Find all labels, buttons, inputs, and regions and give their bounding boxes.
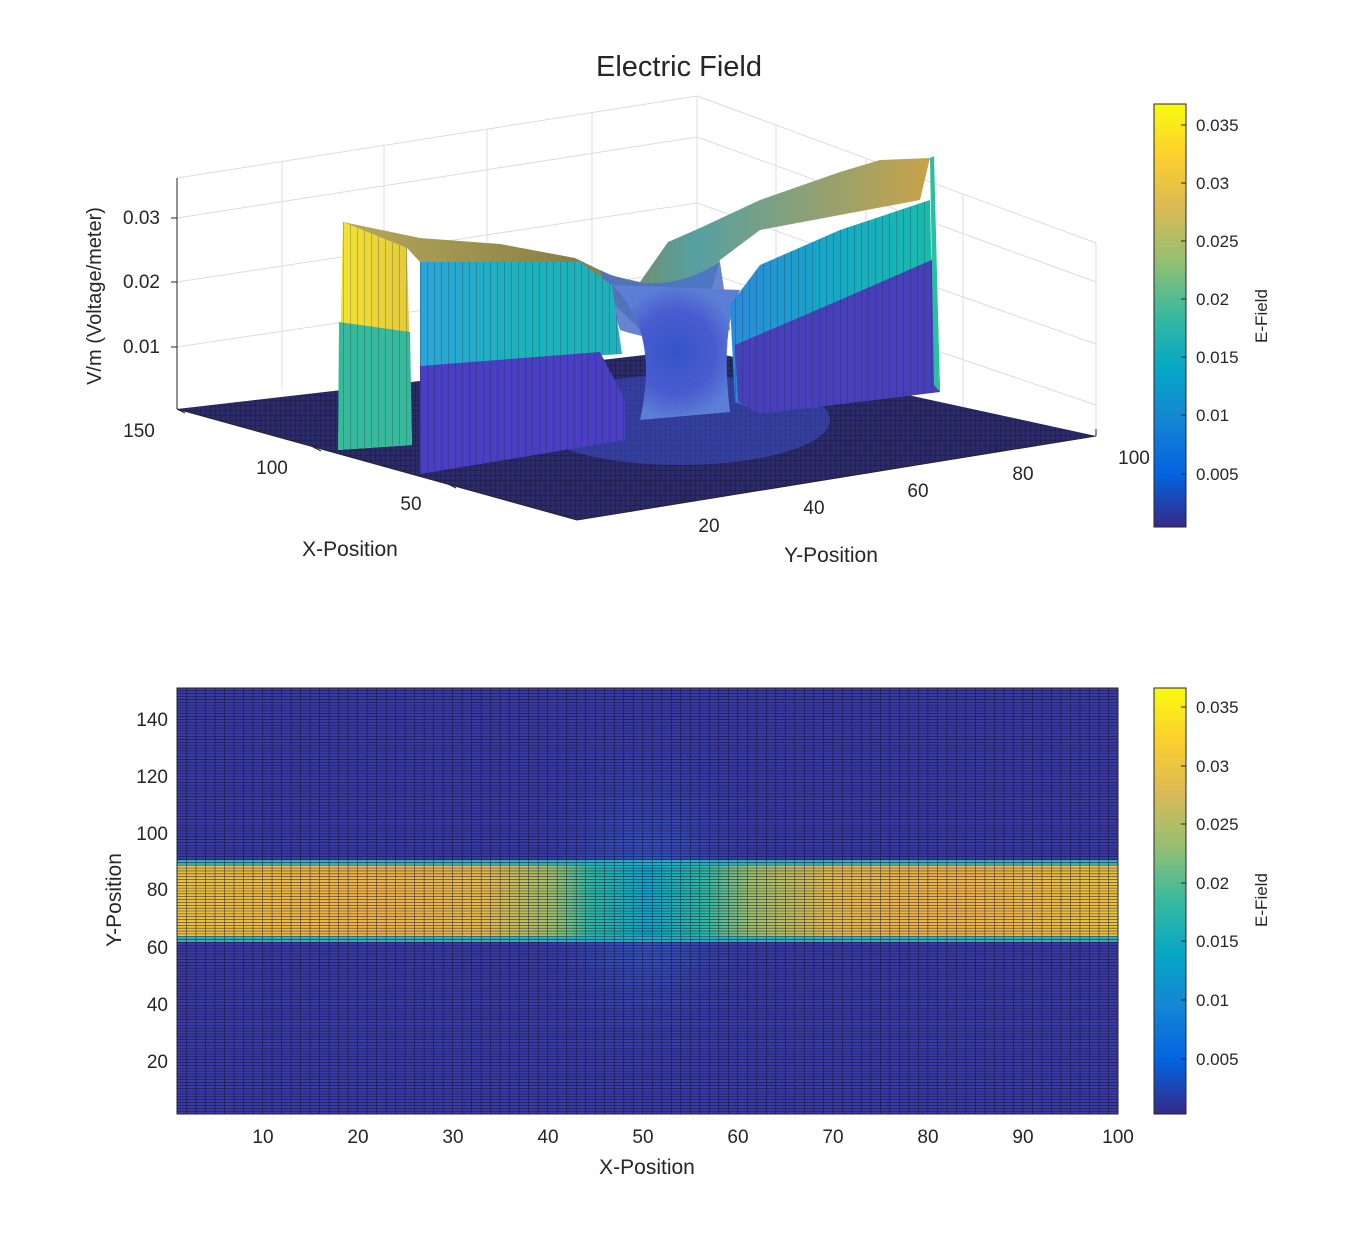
- colorbar-tick-label: 0.015: [1196, 348, 1239, 367]
- heatmap-x-axis-label: X-Position: [599, 1156, 695, 1179]
- y-tick-label: 100: [136, 824, 168, 845]
- surface-plot: 0.03 0.02 0.01 150 100 50 20 40 60 80 10…: [84, 95, 1271, 567]
- colorbar-tick-label: 0.02: [1196, 874, 1229, 893]
- colorbar-tick-label: 0.03: [1196, 757, 1229, 776]
- x-tick-label: 20: [347, 1127, 368, 1148]
- x-tick-label: 60: [727, 1127, 748, 1148]
- x-tick-label: 30: [442, 1127, 463, 1148]
- y-tick-label: 20: [147, 1052, 168, 1073]
- colorbar-top-label: E-Field: [1252, 289, 1271, 343]
- y-tick-label: 140: [136, 710, 168, 731]
- figure-title: Electric Field: [596, 51, 762, 83]
- x-tick-label: 50: [632, 1127, 653, 1148]
- x-tick-label-3d: 150: [123, 421, 155, 442]
- heatmap-frame: [176, 687, 1119, 1115]
- colorbar-tick-label: 0.005: [1196, 1050, 1239, 1069]
- y-tick-label-3d: 20: [698, 516, 719, 537]
- z-axis-label: V/m (Voltage/meter): [84, 207, 106, 385]
- x-axis-label-3d: X-Position: [302, 538, 398, 561]
- colorbar-tick-label: 0.01: [1196, 406, 1229, 425]
- colorbar-bottom-gradient: [1153, 687, 1187, 1115]
- z-tick-label: 0.02: [123, 272, 160, 293]
- surface-top: [343, 158, 930, 330]
- colorbar-bottom-label: E-Field: [1252, 873, 1271, 927]
- heatmap-plot: 140 120 100 80 60 40 20 10 20 30 40 50 6…: [103, 687, 1271, 1179]
- x-tick-label: 10: [252, 1127, 273, 1148]
- heatmap-y-axis-label: Y-Position: [103, 853, 126, 947]
- z-axis-ticks: 0.03 0.02 0.01: [123, 208, 177, 358]
- heatmap-x-ticks: 10 20 30 40 50 60 70 80 90 100: [252, 1127, 1133, 1148]
- y-tick-label-3d: 80: [1012, 464, 1033, 485]
- colorbar-tick-label: 0.025: [1196, 815, 1239, 834]
- heatmap-band: [177, 860, 1118, 942]
- heatmap-mesh: [177, 688, 1118, 1114]
- x-tick-label: 90: [1012, 1127, 1033, 1148]
- y-tick-label-3d: 40: [803, 498, 824, 519]
- x-axis-ticks-3d: 150 100 50: [123, 408, 457, 515]
- x-tick-label: 40: [537, 1127, 558, 1148]
- y-tick-label-3d: 60: [907, 481, 928, 502]
- colorbar-bottom-ticks: 0.005 0.01 0.015 0.02 0.025 0.03 0.035: [1181, 698, 1239, 1069]
- colorbar-top: 0.005 0.01 0.015 0.02 0.025 0.03 0.035 E…: [1153, 103, 1271, 528]
- colorbar-top-ticks: 0.005 0.01 0.015 0.02 0.025 0.03 0.035: [1181, 116, 1239, 484]
- heatmap-y-ticks: 140 120 100 80 60 40 20: [136, 710, 168, 1073]
- surface-funnel: [612, 285, 740, 420]
- colorbar-bottom: 0.005 0.01 0.015 0.02 0.025 0.03 0.035 E…: [1153, 687, 1271, 1115]
- x-tick-label: 70: [822, 1127, 843, 1148]
- y-tick-label: 120: [136, 767, 168, 788]
- axis-lines-3d: [176, 178, 1097, 521]
- colorbar-tick-label: 0.025: [1196, 232, 1239, 251]
- y-axis-ticks-3d: 20 40 60 80 100: [682, 429, 1150, 537]
- x-tick-label: 100: [1102, 1127, 1134, 1148]
- colorbar-tick-label: 0.03: [1196, 174, 1229, 193]
- colorbar-top-gradient: [1153, 103, 1187, 528]
- x-tick-label-3d: 50: [400, 494, 421, 515]
- colorbar-tick-label: 0.005: [1196, 465, 1239, 484]
- x-tick-label-3d: 100: [256, 458, 288, 479]
- colorbar-tick-label: 0.01: [1196, 991, 1229, 1010]
- colorbar-tick-label: 0.035: [1196, 116, 1239, 135]
- colorbar-tick-label: 0.015: [1196, 932, 1239, 951]
- colorbar-tick-label: 0.035: [1196, 698, 1239, 717]
- y-tick-label: 40: [147, 995, 168, 1016]
- colorbar-tick-label: 0.02: [1196, 290, 1229, 309]
- y-axis-label-3d: Y-Position: [784, 544, 878, 567]
- y-tick-label: 80: [147, 880, 168, 901]
- z-tick-label: 0.01: [123, 337, 160, 358]
- z-tick-label: 0.03: [123, 208, 160, 229]
- x-tick-label: 80: [917, 1127, 938, 1148]
- y-tick-label-3d: 100: [1118, 448, 1150, 469]
- y-tick-label: 60: [147, 938, 168, 959]
